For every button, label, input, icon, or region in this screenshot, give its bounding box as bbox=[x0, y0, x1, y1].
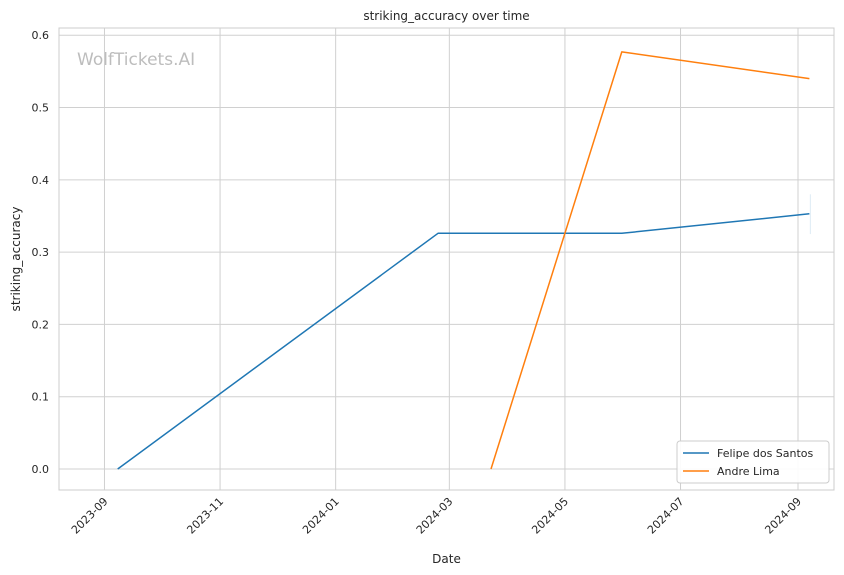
series-layer bbox=[117, 51, 811, 470]
x-tick-label: 2024-07 bbox=[645, 495, 687, 537]
legend-label: Felipe dos Santos bbox=[717, 447, 814, 460]
grid bbox=[59, 28, 834, 490]
legend: Felipe dos Santos Andre Lima bbox=[676, 440, 830, 484]
chart-title: striking_accuracy over time bbox=[363, 9, 529, 23]
x-tick-label: 2024-05 bbox=[529, 495, 571, 537]
legend-label: Andre Lima bbox=[717, 465, 780, 478]
x-tick-label: 2023-09 bbox=[69, 495, 111, 537]
x-tick-label: 2024-03 bbox=[414, 495, 456, 537]
y-tick-label: 0.5 bbox=[32, 102, 50, 115]
x-tick-label: 2024-01 bbox=[300, 495, 342, 537]
y-tick-label: 0.0 bbox=[32, 463, 50, 476]
x-axis-label: Date bbox=[432, 552, 461, 566]
y-axis-ticks: 0.0 0.1 0.2 0.3 0.4 0.5 0.6 bbox=[32, 29, 50, 476]
y-tick-label: 0.1 bbox=[32, 391, 50, 404]
y-tick-label: 0.4 bbox=[32, 174, 50, 187]
y-tick-label: 0.6 bbox=[32, 29, 50, 42]
legend-box bbox=[676, 440, 830, 484]
y-axis-label: striking_accuracy bbox=[9, 207, 23, 312]
plot-area bbox=[58, 27, 835, 491]
x-axis-ticks: 2023-09 2023-11 2024-01 2024-03 2024-05 2024-… bbox=[69, 495, 804, 537]
series-line-0 bbox=[117, 213, 810, 470]
x-tick-label: 2024-09 bbox=[762, 495, 804, 537]
x-tick-label: 2023-11 bbox=[184, 495, 226, 537]
series-line-1 bbox=[490, 51, 810, 470]
y-tick-label: 0.3 bbox=[32, 246, 50, 259]
watermark: WolfTickets.AI bbox=[77, 50, 195, 70]
y-tick-label: 0.2 bbox=[32, 318, 50, 331]
